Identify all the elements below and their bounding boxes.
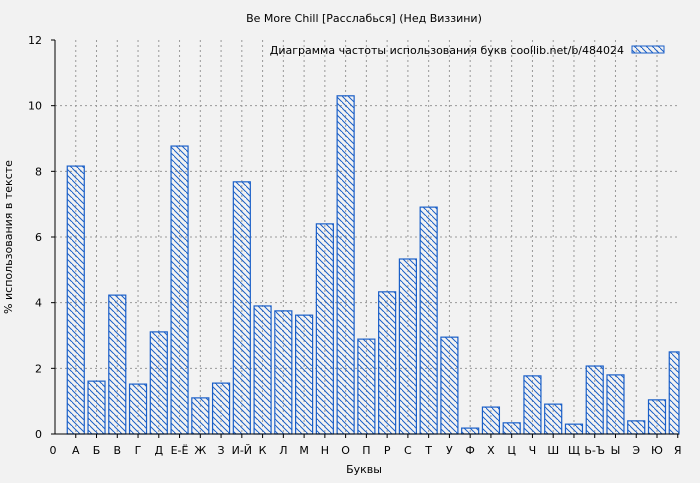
x-tick-label: 0 [50, 444, 57, 457]
bar-Ж [191, 397, 210, 435]
y-tick-label: 4 [35, 297, 42, 310]
x-tick-label: Ц [507, 444, 516, 457]
bar-Ы [606, 374, 625, 435]
bar-Э [627, 420, 646, 435]
x-tick-label: Х [487, 444, 495, 457]
legend: Диаграмма частоты использования букв coo… [270, 44, 665, 57]
bar-Ю [647, 399, 667, 435]
bar-В [108, 294, 127, 435]
bar-Е-Ё [170, 145, 189, 435]
x-tick-label: Ы [611, 444, 621, 457]
x-tick-label: Щ [568, 444, 580, 457]
x-axis-label: Буквы [346, 463, 382, 476]
legend-label: Диаграмма частоты использования букв coo… [270, 44, 624, 57]
bar-М [295, 314, 314, 435]
x-tick-label: С [404, 444, 412, 457]
x-tick-label: Л [279, 444, 287, 457]
x-tick-label: З [218, 444, 225, 457]
x-tick-label: Ч [529, 444, 537, 457]
bar-Р [378, 291, 397, 435]
x-tick-label: У [446, 444, 453, 457]
bar-И-Й [232, 181, 251, 435]
bar-К [253, 305, 272, 435]
bar-Ф [461, 427, 480, 435]
x-tick-label: К [259, 444, 267, 457]
legend-swatch [631, 45, 665, 54]
x-tick-label: Н [321, 444, 329, 457]
x-tick-label: М [299, 444, 309, 457]
bar-Я [668, 351, 680, 435]
bar-У [440, 336, 459, 435]
bar-Ц [502, 422, 521, 435]
bar-Щ [564, 423, 584, 435]
bar-Ш [544, 403, 563, 435]
x-tick-label: О [341, 444, 350, 457]
bar-О [336, 95, 355, 435]
x-tick-label: Б [93, 444, 101, 457]
x-tick-label: Д [154, 444, 163, 457]
x-tick-label: Ш [547, 444, 559, 457]
y-tick-label: 0 [35, 428, 42, 441]
y-tick-label: 12 [28, 34, 42, 47]
x-tick-label: И-Й [232, 444, 252, 457]
y-tick-label: 6 [35, 231, 42, 244]
x-tick-label: П [362, 444, 370, 457]
bar-Д [149, 331, 168, 435]
bar-Х [481, 406, 501, 435]
bar-С [398, 258, 417, 435]
bar-Т [419, 206, 438, 435]
bar-Б [87, 380, 106, 435]
x-tick-label: А [72, 444, 80, 457]
chart-title: Be More Chill [Расслабься] (Нед Виззини) [246, 12, 482, 25]
bars [66, 95, 680, 435]
x-tick-label: Ь-Ъ [584, 444, 605, 457]
x-tick-label: Е-Ё [171, 444, 189, 457]
bar-Л [274, 310, 293, 435]
x-tick-label: Ю [651, 444, 663, 457]
y-tick-label: 8 [35, 165, 42, 178]
x-tick-label: Э [632, 444, 640, 457]
bar-Н [315, 223, 334, 435]
bar-З [211, 382, 231, 435]
bar-Ь-Ъ [585, 365, 604, 435]
bar-П [357, 338, 376, 435]
bar-А [66, 165, 85, 435]
y-axis-label: % использования в тексте [2, 160, 15, 314]
x-tick-label: В [114, 444, 122, 457]
x-tick-label: Г [135, 444, 142, 457]
x-tick-label: Т [424, 444, 432, 457]
x-tick-label: Ф [465, 444, 474, 457]
bar-Ч [523, 375, 542, 435]
y-tick-label: 2 [35, 362, 42, 375]
bar-Г [128, 383, 148, 435]
axes: 0 2 4 6 8 10 12 0 А Б В Г Д Е-Ё Ж З И-Й К Л М Н О П Р С Т У Ф Х Ц Ч Ш Щ Ь… [28, 34, 682, 457]
y-tick-label: 10 [28, 100, 42, 113]
x-tick-label: Р [384, 444, 391, 457]
x-tick-label: Ж [194, 444, 206, 457]
x-tick-label: Я [674, 444, 682, 457]
